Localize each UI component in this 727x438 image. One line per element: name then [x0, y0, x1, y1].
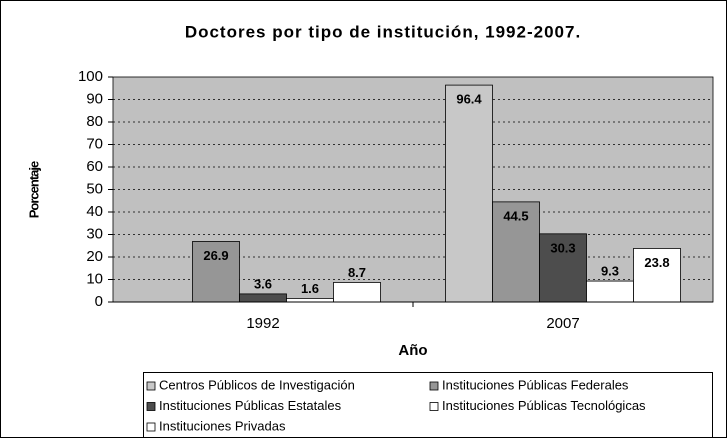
legend-swatch	[146, 422, 156, 432]
legend-label: Instituciones Públicas Federales	[442, 377, 629, 392]
legend-label: Instituciones Privadas	[159, 418, 286, 433]
data-label: 3.6	[254, 276, 272, 291]
bar	[286, 297, 334, 303]
data-label: 8.7	[348, 265, 366, 280]
y-tick-label: 90	[86, 90, 103, 107]
legend-box	[143, 372, 713, 438]
data-label: 1.6	[301, 281, 319, 296]
data-label: 44.5	[503, 208, 528, 223]
y-tick-label: 70	[86, 135, 103, 152]
legend-label: Instituciones Públicas Estatales	[159, 398, 342, 413]
y-tick-label: 20	[86, 248, 103, 265]
legend-label: Centros Públicos de Investigación	[159, 377, 355, 392]
bar	[239, 293, 287, 303]
y-tick-label: 50	[86, 180, 103, 197]
y-tick-label: 100	[78, 68, 103, 85]
y-tick-label: 30	[86, 225, 103, 242]
y-tick-label: 0	[95, 293, 103, 310]
data-label: 30.3	[550, 240, 575, 255]
bar	[192, 241, 240, 303]
legend-swatch	[146, 381, 156, 391]
x-axis-label: Año	[398, 342, 427, 359]
y-tick-label: 60	[86, 158, 103, 175]
bar	[445, 84, 493, 303]
data-label: 9.3	[601, 264, 619, 279]
y-tick-label: 40	[86, 203, 103, 220]
data-label: 96.4	[456, 92, 482, 107]
y-tick-label: 10	[86, 270, 103, 287]
legend-swatch	[146, 402, 156, 411]
chart-title: Doctores por tipo de institución, 1992-2…	[185, 22, 581, 41]
bar	[586, 280, 634, 303]
bar	[492, 201, 540, 303]
y-axis-label: Porcentaje	[26, 161, 41, 218]
bar	[633, 248, 681, 303]
legend-swatch	[429, 402, 439, 411]
data-label: 23.8	[644, 255, 669, 270]
x-tick-label: 1992	[246, 315, 279, 332]
legend-label: Instituciones Públicas Tecnológicas	[442, 398, 646, 413]
legend-swatch	[429, 381, 439, 391]
x-tick-label: 2007	[546, 315, 579, 332]
y-tick-label: 80	[86, 113, 103, 130]
data-label: 26.9	[203, 248, 228, 263]
bar	[333, 282, 381, 303]
